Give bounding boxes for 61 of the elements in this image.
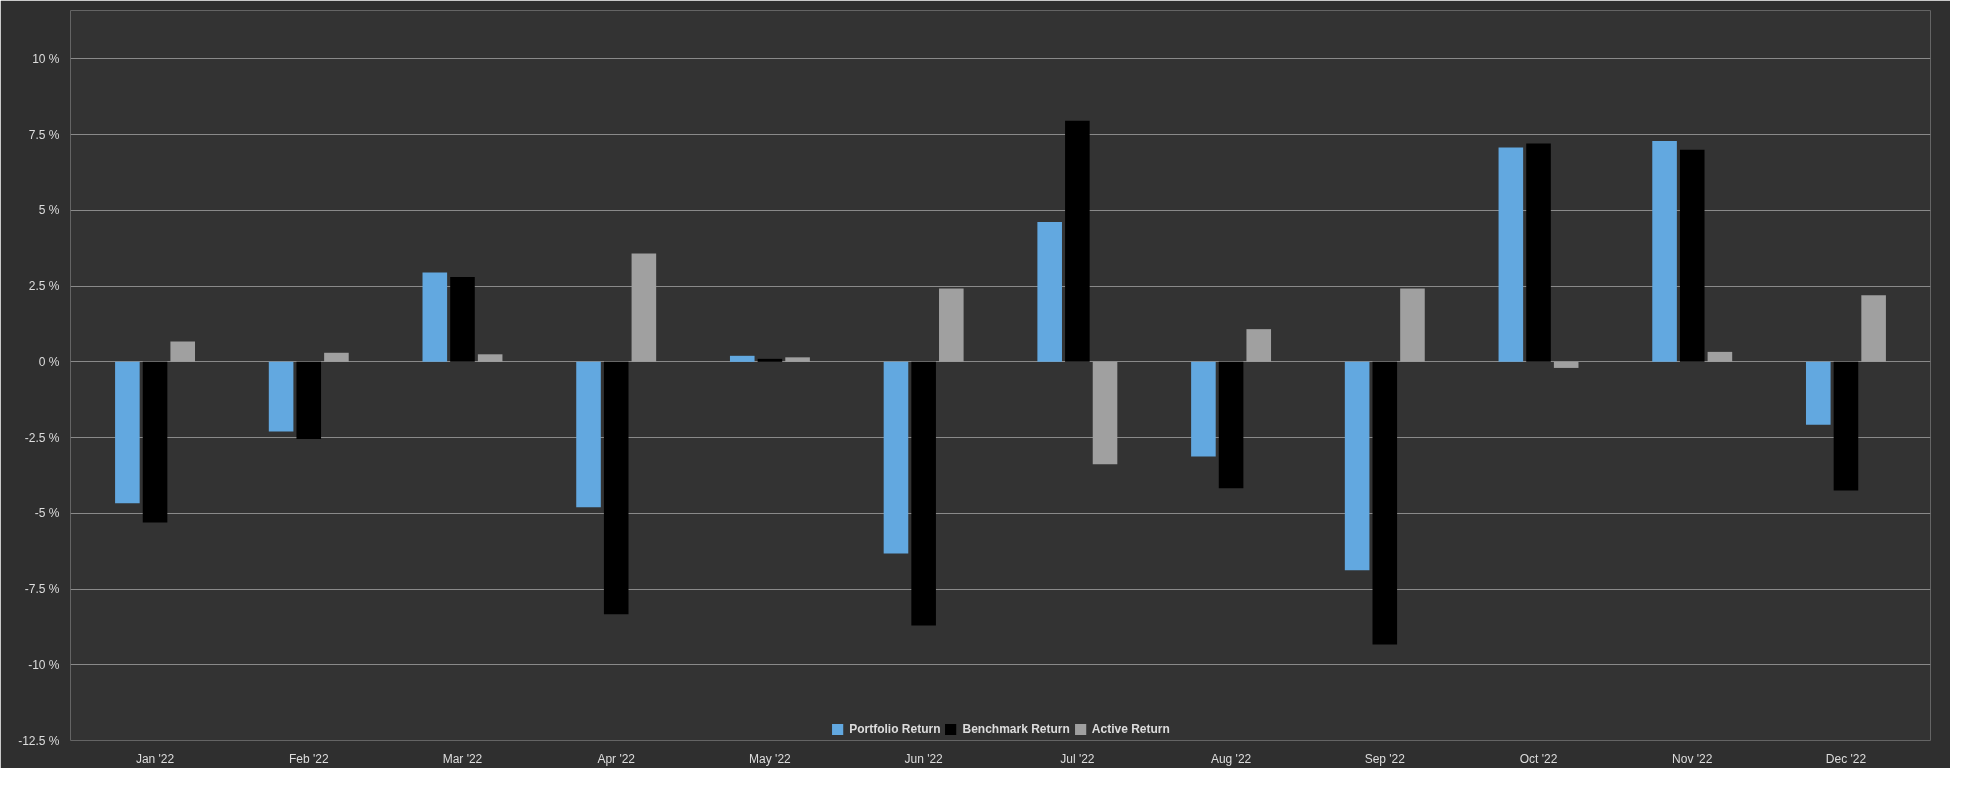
bar <box>422 272 448 362</box>
bar <box>911 361 936 626</box>
bar <box>296 361 322 440</box>
y-tick-label: 0 % <box>38 354 60 369</box>
bar <box>1707 351 1733 362</box>
bar <box>1553 361 1579 368</box>
bar <box>1246 329 1272 362</box>
bar <box>1065 120 1090 362</box>
bar <box>1344 361 1370 571</box>
bar <box>1679 149 1705 362</box>
y-tick-label: -7.5 % <box>24 582 60 597</box>
bar <box>757 358 783 362</box>
y-tick-label: -12.5 % <box>18 733 60 748</box>
bar <box>1526 143 1551 362</box>
legend-label: Portfolio Return <box>849 722 941 736</box>
x-tick-label: Oct '22 <box>1519 751 1558 766</box>
bar <box>324 352 349 362</box>
bar <box>1218 361 1244 489</box>
y-tick-label: 10 % <box>32 51 60 66</box>
bar <box>729 355 755 362</box>
bar <box>450 277 475 362</box>
bar <box>631 253 657 362</box>
x-tick-label: Nov '22 <box>1672 751 1713 766</box>
bar <box>1037 221 1062 362</box>
y-tick-label: 5 % <box>38 203 60 218</box>
x-tick-label: Sep '22 <box>1364 751 1406 766</box>
bar <box>1861 295 1886 362</box>
bar <box>170 341 196 362</box>
x-tick-label: Jun '22 <box>904 751 944 766</box>
y-tick-label: -10 % <box>28 657 60 672</box>
x-tick-label: Dec '22 <box>1825 751 1867 766</box>
x-tick-label: Mar '22 <box>442 751 483 766</box>
bar <box>785 357 810 362</box>
bar <box>576 361 601 508</box>
bar <box>1833 361 1859 491</box>
x-tick-label: Feb '22 <box>288 751 329 766</box>
legend-label: Active Return <box>1091 722 1170 736</box>
x-tick-label: Jul '22 <box>1060 751 1095 766</box>
bar <box>142 361 168 523</box>
bar <box>477 354 503 362</box>
bar <box>115 361 140 504</box>
y-tick-label: 7.5 % <box>28 127 60 142</box>
bar <box>883 361 909 554</box>
bar <box>1191 361 1216 457</box>
x-tick-label: Apr '22 <box>597 751 636 766</box>
legend-label: Benchmark Return <box>962 722 1070 736</box>
y-tick-label: 2.5 % <box>28 279 60 294</box>
bar <box>1400 288 1425 362</box>
bar <box>1092 361 1118 465</box>
bar <box>268 361 294 432</box>
y-tick-label: -5 % <box>34 506 60 521</box>
bar <box>939 288 964 362</box>
bar <box>1805 361 1831 425</box>
bar <box>1372 361 1398 645</box>
y-tick-label: -2.5 % <box>24 430 60 445</box>
x-tick-label: Jan '22 <box>135 751 175 766</box>
x-tick-label: May '22 <box>749 751 792 766</box>
bar <box>603 361 629 615</box>
bar <box>1498 147 1524 362</box>
bar <box>1652 141 1677 362</box>
x-tick-label: Aug '22 <box>1210 751 1252 766</box>
